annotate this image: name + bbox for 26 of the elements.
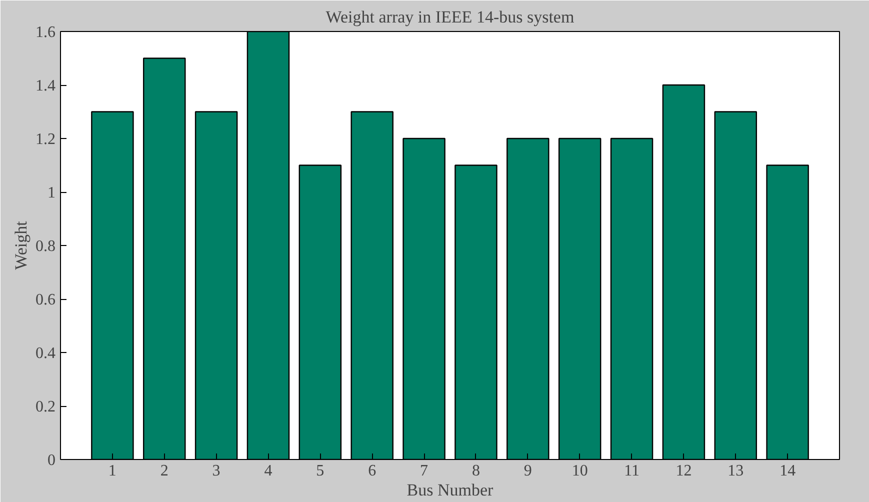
x-tick-label: 7 <box>420 462 428 480</box>
y-tick-label: 1.4 <box>36 78 56 94</box>
x-tick-label: 9 <box>524 462 532 480</box>
y-tick-label: 0.6 <box>36 292 56 308</box>
x-tick-label: 13 <box>728 462 744 480</box>
y-tick-label: 1 <box>48 184 56 202</box>
y-tick-label: 0.2 <box>36 398 56 416</box>
x-tick-label: 11 <box>624 462 640 480</box>
y-tick-label: 0.4 <box>36 345 56 362</box>
x-tick-label: 4 <box>264 462 272 480</box>
x-tick-label: 1 <box>108 462 116 480</box>
y-tick-label: 0.8 <box>36 238 56 255</box>
x-tick-label: 6 <box>368 462 376 480</box>
y-tick-label: 1.6 <box>36 24 56 41</box>
x-tick-label: 10 <box>572 462 588 480</box>
chart-title: Weight array in IEEE 14-bus system <box>326 8 574 26</box>
x-tick-label: 14 <box>780 462 796 480</box>
x-tick-label: 2 <box>160 462 168 480</box>
x-tick-label: 8 <box>472 462 480 480</box>
y-tick-label: 0 <box>48 452 56 469</box>
x-tick-label: 5 <box>316 462 324 480</box>
x-tick-label: 12 <box>676 462 692 480</box>
y-tick-label: 1.2 <box>36 131 56 148</box>
y-axis-title: Weight <box>12 220 30 270</box>
x-tick-label: 3 <box>212 462 220 480</box>
x-axis-title: Bus Number <box>406 480 494 500</box>
